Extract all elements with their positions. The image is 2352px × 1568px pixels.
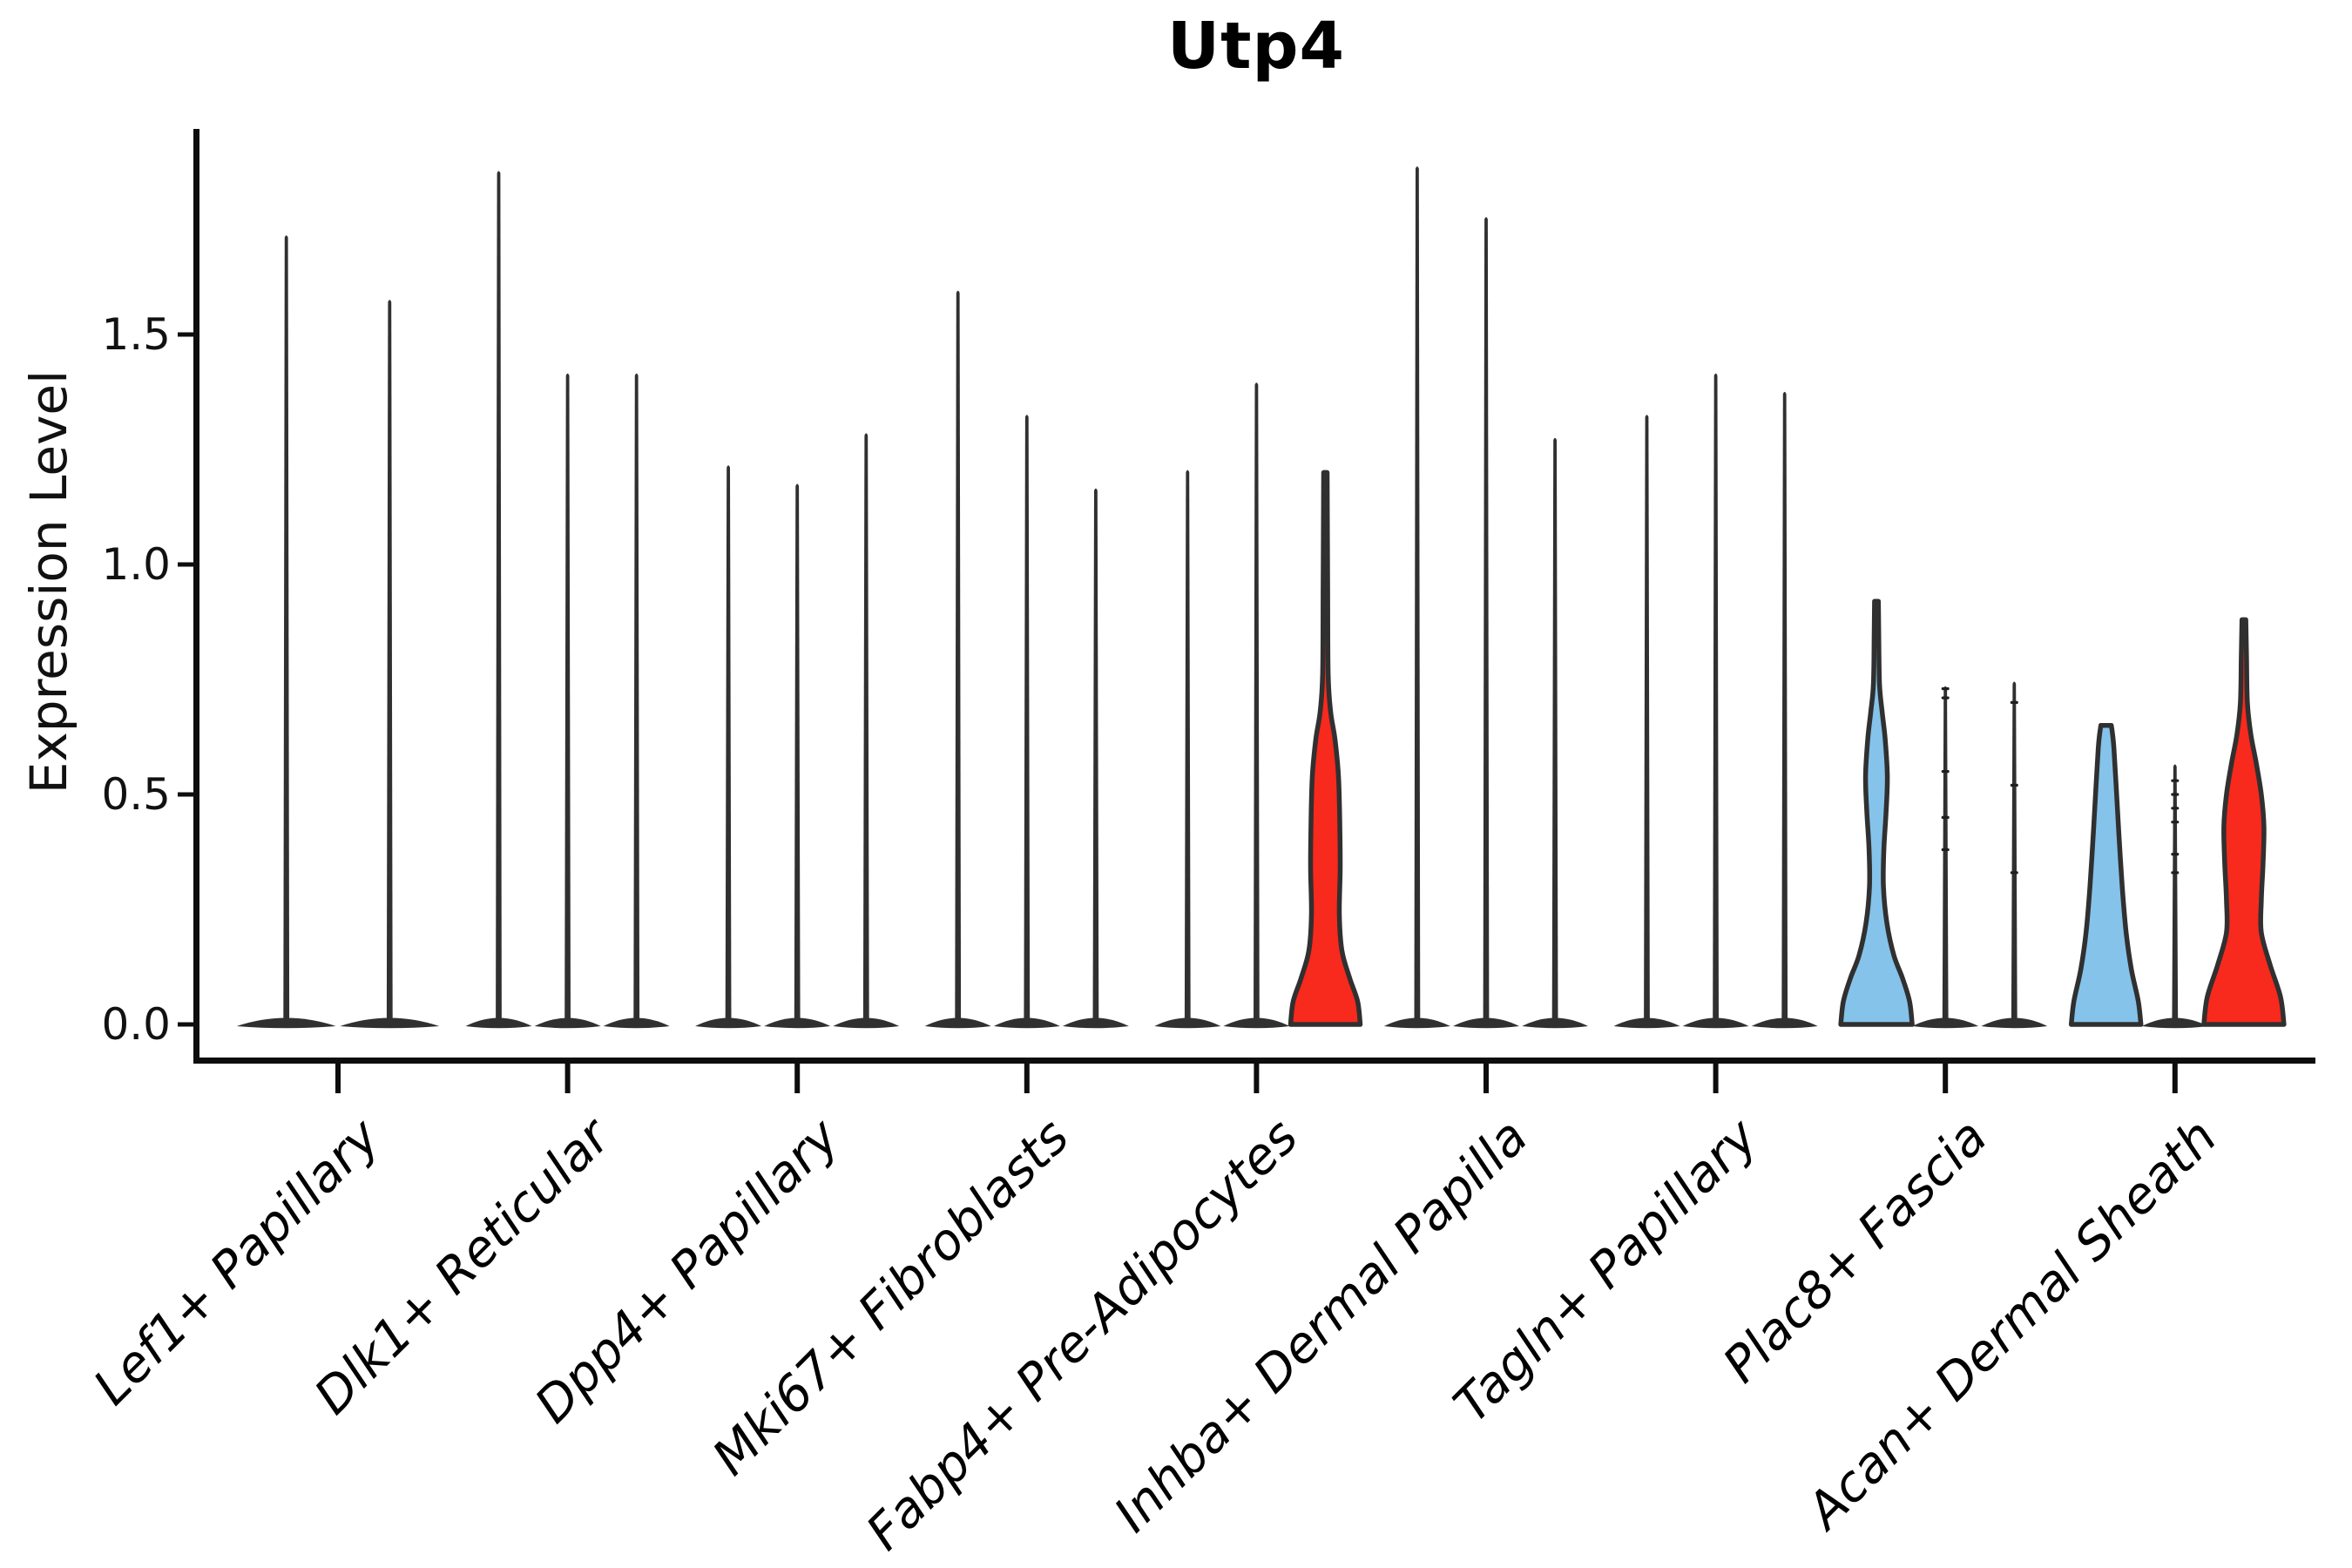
y-tick-label-1.0: 1.0 <box>101 539 171 590</box>
y-tick-label-0.5: 0.5 <box>101 769 171 820</box>
plot-title: Utp4 <box>1167 9 1345 84</box>
y-tick-label-0.0: 0.0 <box>101 999 171 1050</box>
y-tick-label-1.5: 1.5 <box>101 309 171 360</box>
